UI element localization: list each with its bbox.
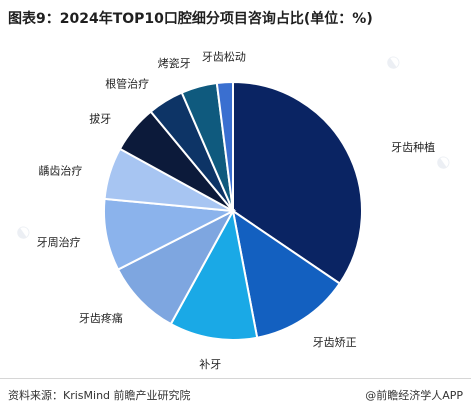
source-note: 资料来源：KrisMind 前瞻产业研究院 [8, 389, 191, 402]
slice-label: 拔牙 [89, 112, 111, 126]
credit-note: @前瞻经济学人APP [365, 389, 463, 402]
chart-title: 图表9：2024年TOP10口腔细分项目咨询占比(单位：%) [8, 11, 373, 27]
slice-label: 牙齿种植 [391, 140, 435, 154]
pie-slice [231, 208, 342, 339]
slice-label: 牙周治疗 [37, 235, 81, 249]
slice-label: 烤瓷牙 [158, 56, 191, 70]
pie-slice [232, 80, 363, 285]
slice-label: 牙齿松动 [202, 49, 246, 63]
slice-label: 龋齿治疗 [38, 163, 82, 177]
pie-slice [116, 208, 236, 326]
footer-divider [0, 378, 471, 379]
pie-slice [215, 80, 234, 212]
pie-slices [103, 80, 363, 341]
slice-label: 根管治疗 [105, 76, 149, 90]
pie-slice [169, 208, 259, 341]
slice-label: 牙齿疼痛 [79, 311, 123, 325]
slice-label: 补牙 [199, 358, 221, 371]
watermark-logo: ◐ [11, 220, 33, 244]
slice-label: 牙齿矫正 [313, 336, 357, 349]
watermark-logo: ◐ [381, 50, 403, 74]
